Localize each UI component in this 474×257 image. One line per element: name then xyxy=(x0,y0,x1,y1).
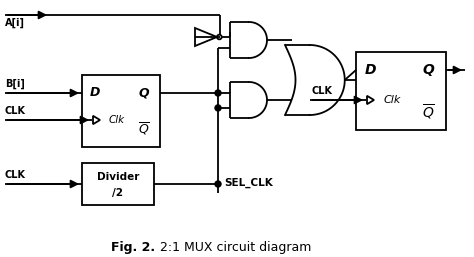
Text: 2:1 MUX circuit diagram: 2:1 MUX circuit diagram xyxy=(160,241,311,253)
Text: B[i]: B[i] xyxy=(5,79,25,89)
Circle shape xyxy=(215,90,221,96)
Circle shape xyxy=(215,105,221,111)
Text: Clk: Clk xyxy=(384,95,401,105)
Circle shape xyxy=(217,35,222,39)
Text: D: D xyxy=(90,87,100,99)
Circle shape xyxy=(215,181,221,187)
Text: /2: /2 xyxy=(112,188,124,198)
Text: D: D xyxy=(364,63,376,77)
Text: CLK: CLK xyxy=(5,106,26,116)
Bar xyxy=(82,163,154,205)
Bar xyxy=(82,75,160,147)
Text: Q: Q xyxy=(139,87,149,99)
Text: Fig. 2.: Fig. 2. xyxy=(111,241,155,253)
Text: Divider: Divider xyxy=(97,172,139,182)
Polygon shape xyxy=(367,96,374,104)
Text: $\overline{Q}$: $\overline{Q}$ xyxy=(138,121,150,137)
Text: A[i]: A[i] xyxy=(5,18,25,28)
Text: CLK: CLK xyxy=(312,86,333,96)
Polygon shape xyxy=(93,116,100,124)
Text: Q: Q xyxy=(422,63,434,77)
Text: $\overline{Q}$: $\overline{Q}$ xyxy=(421,102,435,122)
Text: SEL_CLK: SEL_CLK xyxy=(224,178,273,188)
Text: CLK: CLK xyxy=(5,170,26,180)
Polygon shape xyxy=(195,28,217,46)
Bar xyxy=(356,52,446,130)
Text: Clk: Clk xyxy=(109,115,125,125)
